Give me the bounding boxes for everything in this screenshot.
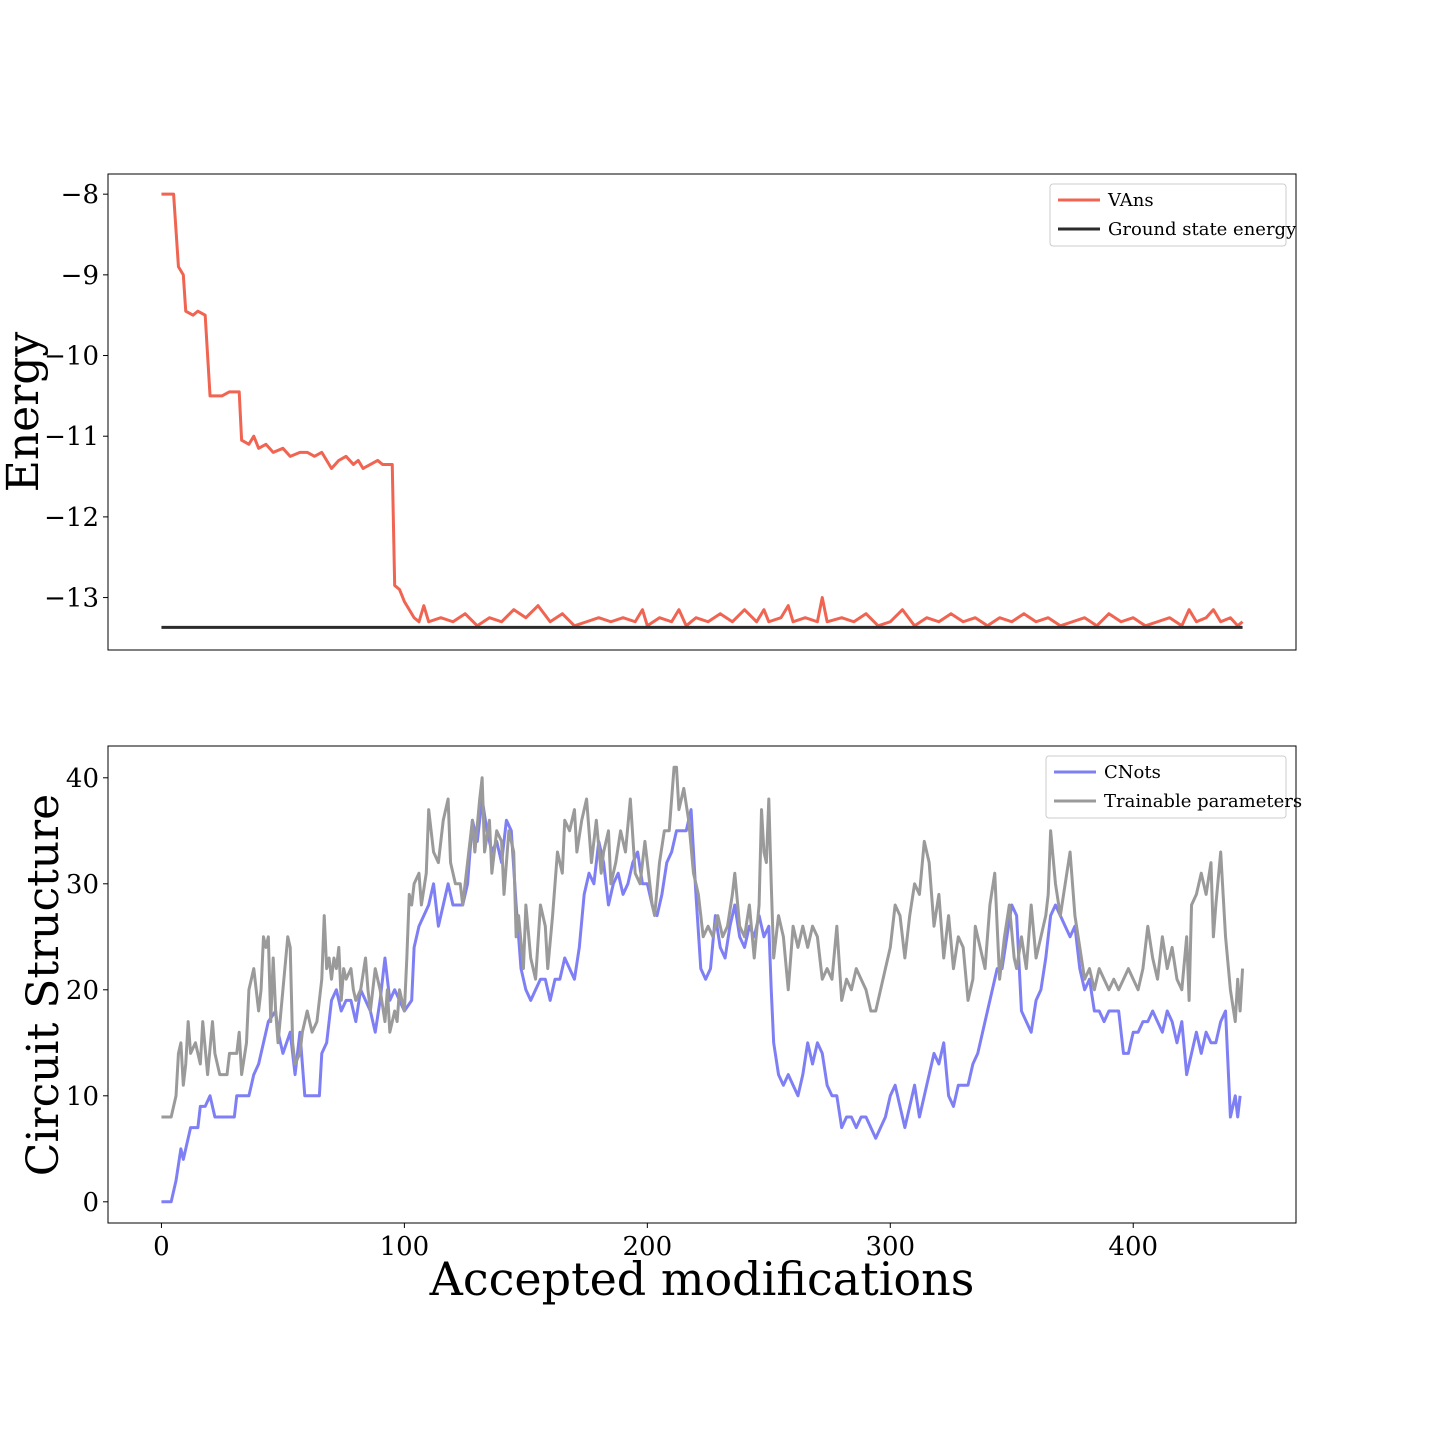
y-tick-label: −9 [61, 261, 99, 291]
x-tick-label: 100 [380, 1232, 430, 1262]
x-tick-label: 400 [1108, 1232, 1158, 1262]
y-tick-label: −10 [44, 342, 99, 372]
legend-box [1049, 183, 1287, 247]
legend-label-vans: VAns [1107, 190, 1154, 211]
y-tick-label: 30 [66, 870, 99, 900]
plot-frame [107, 745, 1297, 1224]
energy-y-axis-title: Energy [0, 332, 49, 493]
y-tick-label: 20 [66, 976, 99, 1006]
x-tick-label: 0 [153, 1232, 170, 1262]
x-tick-label: 300 [865, 1232, 915, 1262]
y-tick-label: 40 [66, 764, 99, 794]
legend-label-trainable-parameters: Trainable parameters [1104, 791, 1302, 812]
y-tick-label: −11 [44, 422, 99, 452]
series-line-trainable-parameters [161, 765, 1245, 1119]
legend-label-cnots: CNots [1104, 762, 1161, 783]
x-tick-label: 200 [623, 1232, 673, 1262]
energy-panel: −13 −12 −11 −10 −9 −8 VAns Ground state energy [44, 173, 1297, 651]
x-axis-title: Accepted modifications [429, 1252, 975, 1306]
y-tick-label: 10 [66, 1082, 99, 1112]
y-tick-label: 0 [82, 1188, 99, 1218]
series-line-cnots [161, 797, 1242, 1204]
plot-frame [107, 173, 1297, 651]
legend: CNots Trainable parameters [1045, 755, 1302, 819]
legend-box [1045, 755, 1287, 819]
series-line-vans [161, 192, 1244, 628]
y-tick-label: −12 [44, 503, 99, 533]
y-tick-label: −13 [44, 584, 99, 614]
circuit-y-axis-title: Circuit Structure [18, 794, 69, 1176]
y-tick-label: −8 [61, 180, 99, 210]
legend-label-ground-state-energy: Ground state energy [1108, 219, 1297, 240]
legend: VAns Ground state energy [1049, 183, 1297, 247]
